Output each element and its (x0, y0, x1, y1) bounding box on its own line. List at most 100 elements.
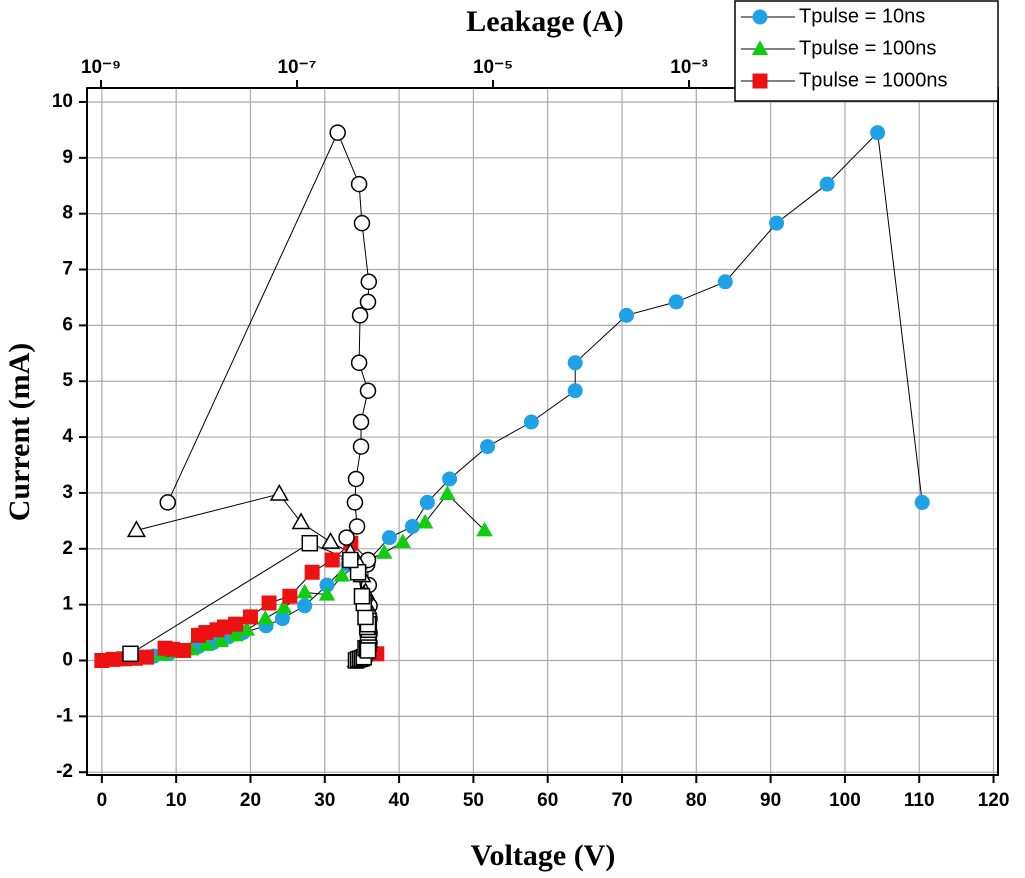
y-tick-label: 2 (62, 538, 73, 559)
point (404, 518, 420, 534)
point (329, 124, 346, 141)
point (480, 439, 496, 455)
point (381, 530, 397, 546)
x-tick-label: 40 (389, 790, 410, 811)
point (138, 649, 154, 665)
y-tick-label: 0 (62, 650, 73, 671)
point (346, 494, 364, 511)
point (338, 529, 355, 546)
point (275, 598, 293, 614)
y-tick-label: 10 (52, 91, 73, 112)
y-tick-label: -2 (56, 761, 73, 782)
point (350, 175, 368, 193)
point (348, 518, 366, 535)
point (269, 483, 289, 501)
legend-label: Tpulse = 1000ns (799, 69, 947, 91)
point (618, 307, 634, 323)
point (301, 534, 319, 552)
point (257, 609, 274, 625)
point (359, 382, 377, 399)
x-tick-label: 120 (978, 790, 1010, 811)
point (870, 125, 886, 141)
y-tick-label: 9 (62, 147, 73, 168)
point (228, 616, 244, 632)
point (351, 307, 369, 324)
point (668, 294, 684, 310)
point (176, 642, 192, 658)
series-line (101, 131, 923, 661)
legend-box (734, 0, 999, 102)
point (291, 512, 311, 530)
x2-tick-label: 10⁻⁹ (81, 57, 121, 78)
point (416, 513, 434, 529)
point (752, 9, 768, 25)
x-tick-label: 0 (97, 790, 108, 811)
plot-frame (86, 87, 999, 776)
point (261, 595, 277, 611)
x-axis-title: Voltage (V) (471, 839, 616, 872)
point (238, 621, 256, 636)
point (751, 40, 769, 55)
point (357, 608, 374, 626)
point (359, 642, 377, 659)
point (197, 636, 215, 651)
y-tick-label: 1 (62, 594, 73, 615)
point (324, 552, 340, 568)
x-tick-label: 100 (829, 790, 861, 811)
y-tick-label: 7 (62, 259, 73, 280)
point (523, 414, 539, 430)
point (359, 293, 377, 311)
point (419, 494, 435, 510)
point (353, 214, 371, 232)
x-tick-label: 30 (314, 790, 335, 811)
point (321, 531, 341, 549)
point (304, 564, 320, 580)
x-tick-label: 90 (760, 790, 781, 811)
x2-tick-label: 10⁻³ (670, 57, 708, 78)
point (347, 470, 365, 488)
point (318, 585, 336, 601)
x-tick-label: 70 (611, 790, 632, 811)
legend-label: Tpulse = 10ns (799, 5, 925, 27)
point (212, 632, 230, 647)
point (717, 274, 733, 290)
point (274, 611, 290, 627)
x-tick-label: 50 (463, 790, 484, 811)
point (282, 588, 298, 604)
y-tick-label: 3 (62, 482, 73, 503)
y-tick-label: 5 (62, 370, 73, 391)
point (353, 588, 371, 605)
y-tick-label: 8 (62, 203, 73, 224)
x-tick-label: 110 (904, 790, 935, 811)
y-tick-label: 6 (62, 314, 73, 335)
point (352, 438, 370, 455)
point (567, 383, 583, 399)
x2-tick-label: 10⁻⁷ (277, 57, 316, 78)
x-tick-label: 20 (240, 790, 261, 811)
point (360, 273, 378, 291)
point (352, 413, 370, 431)
point (394, 533, 412, 549)
point (296, 583, 313, 599)
x-tick-label: 10 (166, 790, 187, 811)
point (319, 577, 335, 593)
point (567, 355, 583, 371)
point (342, 551, 359, 569)
point (914, 494, 930, 510)
x2-axis-title: Leakage (A) (466, 5, 623, 38)
x-tick-label: 80 (686, 790, 707, 811)
legend-label: Tpulse = 100ns (799, 37, 936, 59)
point (350, 354, 368, 372)
point (752, 73, 768, 89)
point (126, 520, 146, 538)
point (333, 566, 351, 582)
point (769, 215, 785, 231)
point (476, 521, 493, 537)
point (442, 471, 458, 487)
point (375, 544, 393, 559)
point (227, 626, 244, 642)
point (439, 485, 456, 501)
point (122, 645, 139, 663)
x2-tick-label: 10⁻⁵ (473, 57, 513, 78)
